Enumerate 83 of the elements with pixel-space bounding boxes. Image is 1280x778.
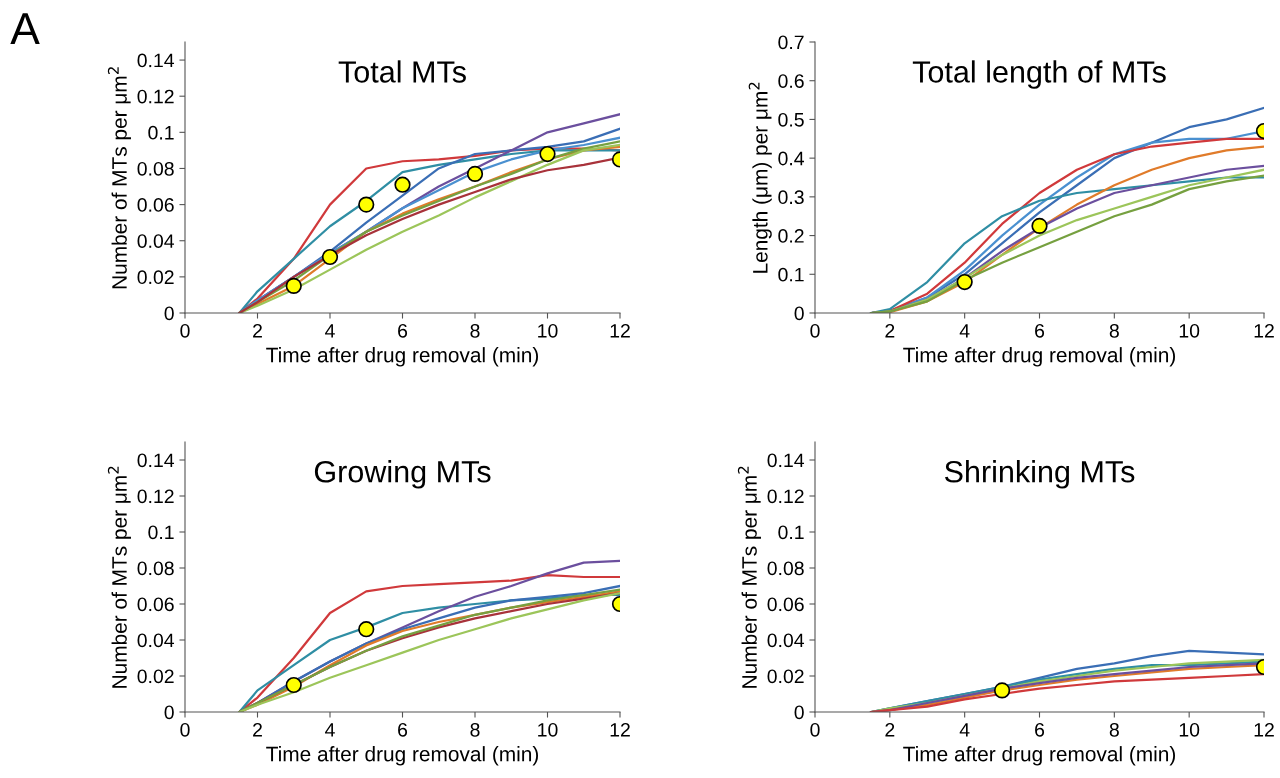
y-tick-label: 0.2 xyxy=(778,229,804,243)
y-tick-label: 0.02 xyxy=(137,270,174,285)
x-tick-label: 0 xyxy=(810,722,820,737)
x-tick-label: 6 xyxy=(398,722,408,737)
x-tick-label: 4 xyxy=(325,324,335,338)
point xyxy=(466,165,484,183)
x-axis-title: Time after drug removal (min) xyxy=(903,746,1176,766)
y-tick-label: 0.12 xyxy=(137,89,174,104)
x-tick-label: 10 xyxy=(1179,722,1200,737)
x-axis-title: Time after drug removal (min) xyxy=(266,347,539,367)
x-tick-label: 10 xyxy=(538,323,558,338)
x-tick-label: 12 xyxy=(610,722,630,737)
y-tick-label: 0.06 xyxy=(767,597,804,612)
y-tick-label: 0.14 xyxy=(137,53,175,68)
y-tick-label: 0.4 xyxy=(778,151,805,166)
x-tick-label: 12 xyxy=(610,323,630,338)
y-axis-title: Number of MTs per μm$^{2}$ xyxy=(737,466,761,688)
x-tick-label: 4 xyxy=(959,324,970,338)
y-tick-label: 0.02 xyxy=(767,669,804,684)
y-tick-label: 0.04 xyxy=(137,234,175,248)
y-tick-label: 0.06 xyxy=(137,597,174,612)
point xyxy=(956,273,973,291)
y-tick-label: 0.5 xyxy=(778,112,804,127)
text: Growing MTs xyxy=(314,460,491,489)
y-tick-label: 0.3 xyxy=(778,190,804,205)
x-tick-label: 0 xyxy=(180,722,190,737)
x-tick-label: 10 xyxy=(1179,323,1200,338)
x-tick-label: 8 xyxy=(470,323,480,338)
x-tick-label: 0 xyxy=(810,323,820,338)
point xyxy=(539,145,556,163)
point xyxy=(358,621,375,638)
y-tick-label: 0.6 xyxy=(778,74,804,88)
y-tick-label: 0.08 xyxy=(767,561,804,576)
point xyxy=(1031,217,1048,235)
x-tick-label: 12 xyxy=(1254,323,1274,338)
y-tick-label: 0 xyxy=(794,705,804,720)
y-axis-title: Number of MTs per μm$^{2}$ xyxy=(107,67,131,289)
y-tick-label: 0.14 xyxy=(137,453,175,468)
x-tick-label: 4 xyxy=(959,723,970,737)
point xyxy=(321,248,339,266)
x-tick-label: 6 xyxy=(398,323,408,338)
point xyxy=(358,196,375,213)
y-tick-label: 0.1 xyxy=(148,125,174,140)
y-tick-label: 0.06 xyxy=(137,198,174,212)
y-axis-title: Number of MTs per μm$^{2}$ xyxy=(107,466,131,688)
x-tick-label: 12 xyxy=(1254,722,1274,737)
x-tick-label: 8 xyxy=(1109,323,1119,338)
y-tick-label: 0 xyxy=(794,306,804,321)
y-tick-label: 0.02 xyxy=(137,669,174,684)
text: Total length of MTs xyxy=(912,60,1166,89)
x-tick-label: 4 xyxy=(325,723,335,737)
x-tick-label: 8 xyxy=(470,722,480,737)
y-tick-label: 0.12 xyxy=(767,489,804,504)
x-tick-label: 6 xyxy=(1035,722,1045,737)
x-tick-label: 0 xyxy=(180,323,190,338)
x-tick-label: 2 xyxy=(253,323,262,338)
point xyxy=(285,676,302,694)
x-tick-label: 2 xyxy=(885,323,895,338)
y-tick-label: 0.1 xyxy=(148,525,174,540)
x-tick-label: 6 xyxy=(1035,323,1045,338)
y-tick-label: 0.1 xyxy=(778,267,804,282)
chart-title: Total MTs xyxy=(338,60,466,83)
point xyxy=(394,176,411,193)
y-tick-label: 0.12 xyxy=(137,489,174,504)
y-tick-label: 0 xyxy=(164,306,174,321)
x-tick-label: 2 xyxy=(253,722,262,737)
y-tick-label: 0.1 xyxy=(778,525,804,540)
y-tick-label: 0.08 xyxy=(137,561,174,576)
text: Shrinking MTs xyxy=(944,460,1135,489)
y-tick-label: 0.04 xyxy=(767,633,805,648)
y-tick-label: 0.7 xyxy=(778,35,804,50)
y-tick-label: 0.04 xyxy=(137,633,175,648)
y-tick-label: 0.14 xyxy=(767,453,805,468)
x-axis-title: Time after drug removal (min) xyxy=(903,347,1176,367)
x-tick-label: 8 xyxy=(1109,722,1119,737)
point xyxy=(285,277,302,295)
y-axis-title: Length (μm) per μm$^{2}$ xyxy=(748,82,772,273)
x-axis-title: Time after drug removal (min) xyxy=(266,746,539,766)
text: A xyxy=(10,13,40,44)
x-tick-label: 10 xyxy=(538,722,558,737)
x-tick-label: 2 xyxy=(885,722,895,737)
y-tick-label: 0.08 xyxy=(137,161,174,176)
y-tick-label: 0 xyxy=(164,705,174,720)
